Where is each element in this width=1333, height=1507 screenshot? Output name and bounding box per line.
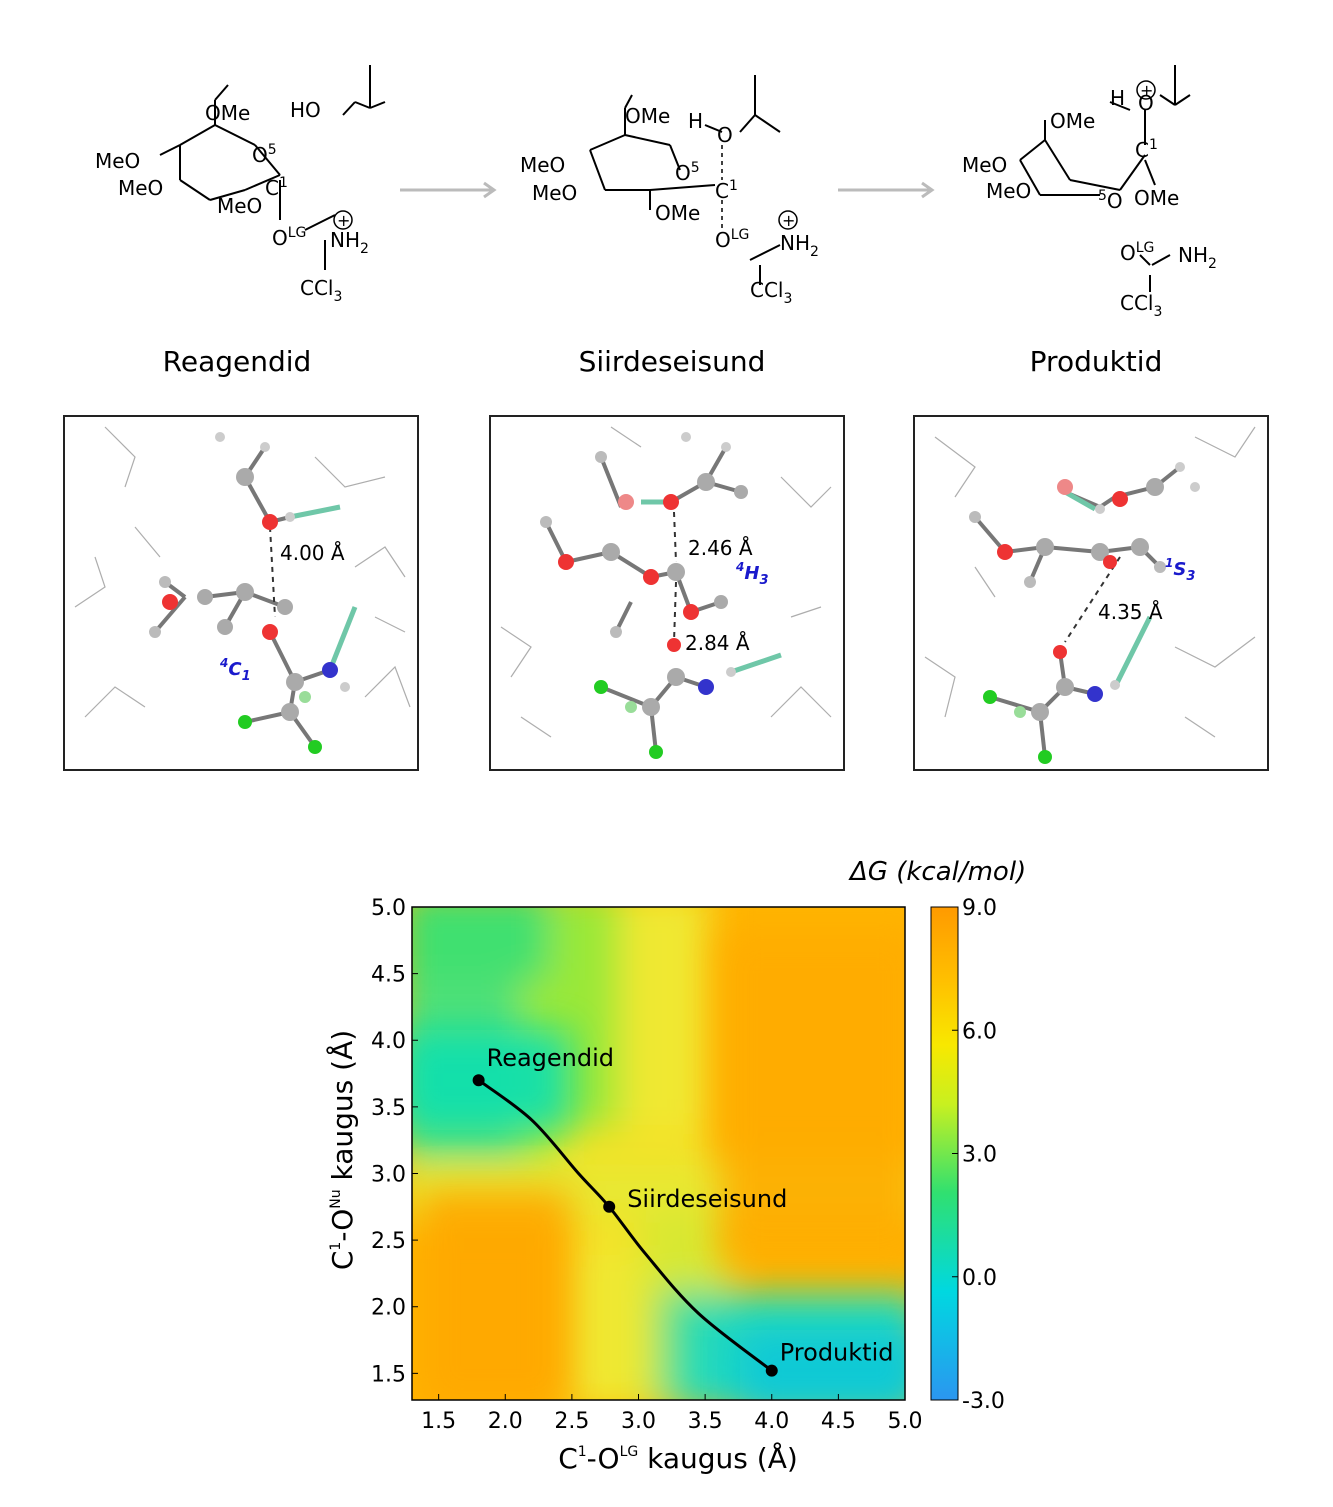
y-tick-label: 1.5 bbox=[371, 1362, 406, 1387]
free-energy-chart: 1.5 2.0 2.5 3.0 3.5 4.0 4.5 5.0 5.0 4.5 4.0 3.5 3.0… bbox=[325, 857, 1026, 1475]
product-scheme: OMe MeO MeO 5O OMe C1 H O + OLG NH2 CCl3 bbox=[962, 65, 1217, 320]
colorbar-tick-label: 9.0 bbox=[962, 896, 997, 921]
y-tick-label: 4.0 bbox=[371, 1029, 406, 1054]
y-tick-label: 4.5 bbox=[371, 963, 406, 988]
conformation-label: 1S3 bbox=[1165, 556, 1195, 584]
meo-label-3: MeO bbox=[217, 194, 262, 218]
ome-top-label: OMe bbox=[1050, 109, 1095, 133]
plus-label: + bbox=[337, 211, 350, 230]
reaction-arrow-1 bbox=[400, 181, 497, 199]
o5-label: O5 bbox=[252, 142, 277, 167]
o5-label: 5O bbox=[1098, 188, 1123, 213]
nh2-label: NH2 bbox=[1178, 243, 1217, 272]
o-nu-label: O bbox=[1138, 91, 1154, 115]
h-label: H bbox=[688, 109, 703, 133]
structure-panel-products: 4.35 Å 1S3 bbox=[913, 415, 1269, 771]
ome-low-label: OMe bbox=[655, 201, 700, 225]
colorbar-ticks: 9.0 6.0 3.0 0.0 -3.0 bbox=[952, 896, 1005, 1414]
nh2-label: NH2 bbox=[330, 228, 369, 257]
state-point-label: Siirdeseisund bbox=[627, 1185, 787, 1213]
stage-title-ts: Siirdeseisund bbox=[578, 345, 766, 378]
state-point bbox=[472, 1074, 485, 1087]
x-tick-label: 4.0 bbox=[754, 1409, 789, 1434]
olg-label: OLG bbox=[715, 227, 749, 252]
colorbar-title: ΔG (kcal/mol) bbox=[848, 857, 1026, 887]
x-axis-label: C1-OLG kaugus (Å) bbox=[558, 1441, 798, 1475]
y-tick-label: 2.5 bbox=[371, 1229, 406, 1254]
nh2-label: NH2 bbox=[780, 231, 819, 260]
ccl3-label: CCl3 bbox=[750, 278, 792, 307]
y-tick-label: 3.5 bbox=[371, 1096, 406, 1121]
plus-charge-icon bbox=[333, 210, 353, 230]
ome-low-label: OMe bbox=[1134, 186, 1179, 210]
state-point-label: Produktid bbox=[780, 1339, 894, 1367]
state-point bbox=[603, 1200, 616, 1213]
colorbar-tick-label: 3.0 bbox=[962, 1143, 997, 1168]
y-axis: 5.0 4.5 4.0 3.5 3.0 2.5 2.0 1.5 bbox=[371, 896, 418, 1387]
conformation-label: 4C1 bbox=[219, 656, 251, 684]
x-tick-label: 5.0 bbox=[888, 1409, 923, 1434]
heatmap-surface bbox=[412, 907, 905, 1400]
meo-label-2: MeO bbox=[118, 176, 163, 200]
meo-label-1: MeO bbox=[962, 153, 1007, 177]
ome-top-label: OMe bbox=[625, 104, 670, 128]
x-tick-label: 3.5 bbox=[688, 1409, 723, 1434]
x-tick-label: 3.0 bbox=[621, 1409, 656, 1434]
distance-label: 4.35 Å bbox=[1098, 600, 1163, 624]
reaction-arrow-2 bbox=[838, 181, 935, 199]
meo-label-1: MeO bbox=[520, 153, 565, 177]
plus-charge-icon bbox=[1136, 80, 1156, 100]
ts-scheme: OMe O5 MeO MeO OMe C1 OLG NH2 CCl3 H O + bbox=[520, 75, 819, 307]
o-nu-label: O bbox=[717, 123, 733, 147]
distance-top-label: 2.46 Å bbox=[688, 536, 753, 560]
plus-label: + bbox=[782, 211, 795, 230]
ts-structure: 2.46 Å 2.84 Å 4H3 bbox=[500, 426, 832, 759]
y-tick-label: 5.0 bbox=[371, 896, 406, 921]
colorbar-tick-label: -3.0 bbox=[962, 1389, 1005, 1414]
meo-label-2: MeO bbox=[986, 179, 1031, 203]
state-point bbox=[765, 1364, 778, 1377]
ho-label: HO bbox=[290, 98, 321, 122]
plus-label: + bbox=[1140, 81, 1153, 100]
colorbar-tick-label: 0.0 bbox=[962, 1266, 997, 1291]
o5-label: O5 bbox=[675, 160, 700, 185]
stage-title-reactants: Reagendid bbox=[162, 345, 312, 378]
x-tick-label: 1.5 bbox=[421, 1409, 456, 1434]
h-label: H bbox=[1110, 86, 1125, 110]
x-axis: 1.5 2.0 2.5 3.0 3.5 4.0 4.5 5.0 bbox=[421, 1394, 923, 1434]
y-tick-label: 2.0 bbox=[371, 1296, 406, 1321]
ome-top-label: OMe bbox=[205, 101, 250, 125]
x-tick-label: 4.5 bbox=[821, 1409, 856, 1434]
plus-charge-icon bbox=[778, 210, 798, 230]
x-tick-label: 2.0 bbox=[488, 1409, 523, 1434]
distance-label: 4.00 Å bbox=[280, 541, 345, 565]
meo-label-2: MeO bbox=[532, 181, 577, 205]
colorbar-tick-label: 6.0 bbox=[962, 1019, 997, 1044]
conformation-label: 4H3 bbox=[735, 560, 768, 588]
state-point-label: Reagendid bbox=[487, 1044, 614, 1072]
reactant-scheme: OMe O5 MeO MeO MeO C1 OLG NH2 CCl3 HO + bbox=[95, 65, 386, 305]
stage-title-products: Produktid bbox=[1029, 345, 1163, 378]
structure-panel-ts: 2.46 Å 2.84 Å 4H3 bbox=[489, 415, 845, 771]
c1-label: C1 bbox=[265, 175, 288, 200]
olg-label: OLG bbox=[1120, 240, 1154, 265]
ccl3-label: CCl3 bbox=[1120, 291, 1162, 320]
plot-frame bbox=[411, 906, 906, 1401]
y-tick-label: 3.0 bbox=[371, 1162, 406, 1187]
olg-label: OLG bbox=[272, 225, 306, 250]
distance-bottom-label: 2.84 Å bbox=[685, 631, 750, 655]
product-structure: 4.35 Å 1S3 bbox=[924, 426, 1256, 764]
structure-panel-reactants: 4.00 Å 4C1 bbox=[63, 415, 419, 771]
c1-label: C1 bbox=[715, 178, 738, 203]
c1-label: C1 bbox=[1135, 137, 1158, 162]
y-axis-label: C1-ONu kaugus (Å) bbox=[325, 1030, 359, 1270]
x-tick-label: 2.5 bbox=[554, 1409, 589, 1434]
reactant-structure: 4.00 Å 4C1 bbox=[74, 426, 411, 754]
ccl3-label: CCl3 bbox=[300, 276, 342, 305]
meo-label-1: MeO bbox=[95, 149, 140, 173]
